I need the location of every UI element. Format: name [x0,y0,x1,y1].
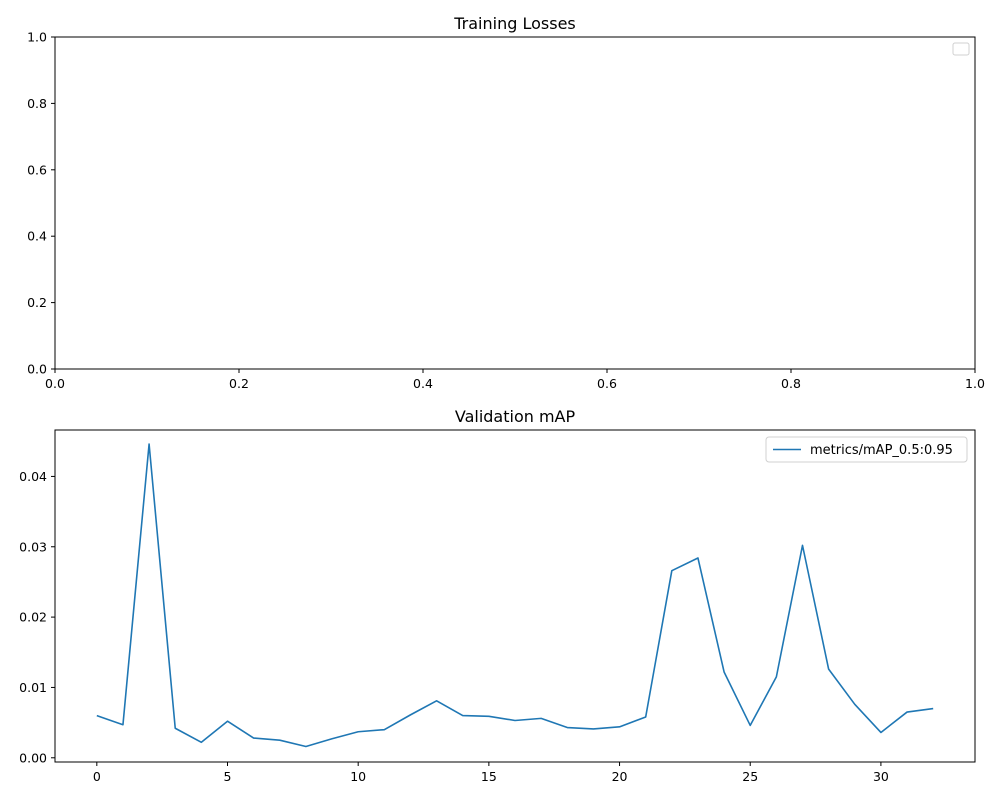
y-tick-label: 1.0 [27,30,47,45]
y-tick-label: 0.2 [27,295,47,310]
validation-map-chart: Validation mAP 0 5 10 15 20 25 30 0.00 0.01 0.02 0… [19,407,976,784]
legend: metrics/mAP_0.5:0.95 [765,436,968,463]
x-tick-label: 0.4 [413,376,433,391]
y-tick-label: 0.00 [19,750,47,765]
x-tick-label: 0 [93,769,101,784]
x-tick-label: 30 [873,769,889,784]
y-tick-label: 0.03 [19,539,47,554]
chart-title: Training Losses [453,14,576,33]
x-tick-label: 25 [742,769,758,784]
y-tick-label: 0.6 [27,162,47,177]
legend-label: metrics/mAP_0.5:0.95 [810,443,953,458]
training-losses-chart: Training Losses 0.0 0.2 0.4 0.6 0.8 1.0 0.0 0.2… [27,14,985,391]
plot-area [54,429,976,763]
legend-empty [952,42,970,56]
y-tick-label: 0.01 [19,680,47,695]
chart-title: Validation mAP [455,407,576,426]
legend-box [765,436,968,463]
x-tick-label: 10 [350,769,366,784]
y-tick-label: 0.4 [27,229,47,244]
x-tick-label: 0.6 [597,376,617,391]
series-line [96,443,934,748]
y-tick-label: 0.04 [19,469,47,484]
x-tick-label: 5 [224,769,232,784]
plot-area [54,36,976,370]
x-tick-label: 20 [612,769,628,784]
y-tick-label: 0.8 [27,96,47,111]
x-tick-label: 0.0 [45,376,65,391]
x-tick-label: 0.8 [781,376,801,391]
y-tick-label: 0.02 [19,610,47,625]
x-tick-label: 0.2 [229,376,249,391]
y-tick-label: 0.0 [27,362,47,377]
x-tick-label: 15 [481,769,497,784]
x-tick-label: 1.0 [965,376,985,391]
